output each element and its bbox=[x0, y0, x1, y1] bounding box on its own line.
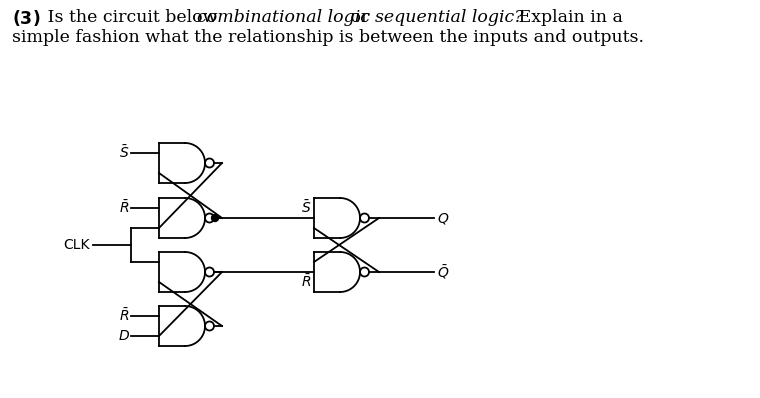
Text: Is the circuit below: Is the circuit below bbox=[42, 10, 223, 27]
Text: sequential logic?: sequential logic? bbox=[375, 10, 524, 27]
Text: $\bar{Q}$: $\bar{Q}$ bbox=[437, 263, 449, 281]
Text: CLK: CLK bbox=[64, 238, 90, 252]
Text: combinational logic: combinational logic bbox=[197, 10, 370, 27]
Text: Explain in a: Explain in a bbox=[513, 10, 623, 27]
Text: $\bar{R}$: $\bar{R}$ bbox=[119, 199, 129, 217]
Text: $\bar{S}$: $\bar{S}$ bbox=[301, 199, 311, 217]
Text: $\bar{R}$: $\bar{R}$ bbox=[119, 308, 129, 324]
Text: $\bar{S}$: $\bar{S}$ bbox=[119, 144, 129, 162]
Text: or: or bbox=[345, 10, 375, 27]
Text: D: D bbox=[119, 329, 129, 343]
Text: $Q$: $Q$ bbox=[437, 211, 449, 226]
Text: $\bar{R}$: $\bar{R}$ bbox=[301, 273, 311, 291]
Text: simple fashion what the relationship is between the inputs and outputs.: simple fashion what the relationship is … bbox=[12, 29, 644, 47]
Circle shape bbox=[211, 215, 219, 222]
Text: $\bf{(3)}$: $\bf{(3)}$ bbox=[12, 8, 40, 28]
